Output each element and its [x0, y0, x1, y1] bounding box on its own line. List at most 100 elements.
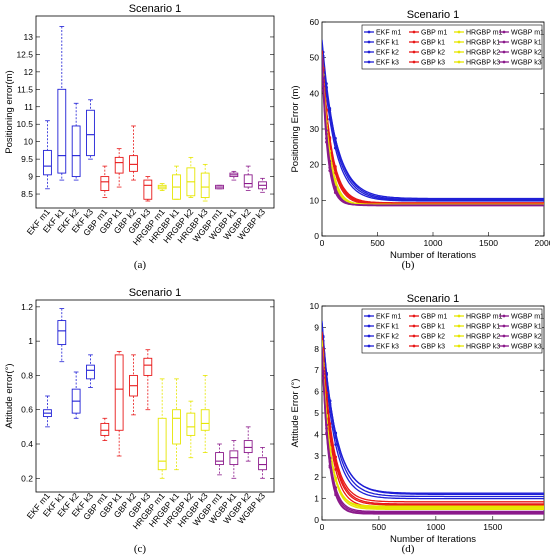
- y-tick-label: 11: [24, 102, 33, 112]
- series-gbp-k3-marker: [325, 394, 328, 398]
- iqr-box: [86, 109, 95, 157]
- y-tick-label: 13: [24, 32, 34, 42]
- x-tick-label: 0: [320, 522, 325, 532]
- x-tick-label: 500: [372, 522, 386, 532]
- series-ekf-k1-line: [322, 46, 544, 200]
- legend-entry: GBP k1: [421, 40, 445, 47]
- iqr-box: [129, 155, 138, 172]
- legend-entry: EKF k1: [376, 324, 399, 331]
- series-ekf-k2-marker: [333, 146, 337, 150]
- legend-entry: WGBP k2: [511, 334, 542, 341]
- y-tick-label: 1: [28, 336, 33, 346]
- legend-entry: WGBP k1: [511, 324, 542, 331]
- legend-entry: HRGBP k2: [466, 334, 500, 341]
- series-ekf-k3-marker: [333, 137, 337, 140]
- series-gbp-k3-line: [322, 50, 544, 205]
- box-ekf-k2: [71, 102, 81, 181]
- legend-entry: HRGBP k2: [466, 50, 500, 57]
- series-wgbp-k3-marker: [328, 169, 332, 173]
- series-ekf-k3-marker: [334, 431, 338, 435]
- legend-marker: [457, 50, 461, 54]
- y-axis-label: Positioning Error (m): [290, 85, 301, 172]
- legend-marker: [367, 40, 371, 44]
- legend-entry: GBP m1: [421, 30, 447, 37]
- legend-entry: HRGBP k1: [466, 324, 500, 331]
- series-gbp-k2-marker: [334, 468, 338, 471]
- legend-marker: [412, 30, 416, 34]
- x-tick-label: 1000: [424, 238, 443, 248]
- iqr-box: [243, 440, 253, 454]
- legend-entry: WGBP m1: [511, 30, 544, 37]
- series-gbp-m1-line: [322, 335, 544, 506]
- panel-d-attitude-convergence: 0 1 2 3 4 5 6 7 8 9 10 Scenario 1 Attitude Error (°)…: [290, 293, 545, 545]
- y-tick-label: 12.5: [16, 49, 33, 59]
- panel-a-positioning-boxplot: 8.5 9 9.5 10 10.5 11 11.5 12 12.5 13 Scenario 1 Pos…: [4, 3, 275, 247]
- series-ekf-m1-line: [322, 320, 544, 498]
- legend-box: [361, 24, 543, 70]
- iqr-box: [57, 88, 67, 174]
- y-tick-label: 10.5: [16, 119, 33, 129]
- box-hrgbp-k2: [186, 400, 196, 459]
- legend-marker: [412, 334, 416, 338]
- plot-area: [35, 299, 275, 493]
- legend-marker: [457, 60, 461, 64]
- y-tick-label: 4: [314, 429, 319, 439]
- legend-marker: [412, 60, 416, 64]
- box-ekf-m1: [43, 120, 52, 190]
- series-wgbp-m1-line: [322, 348, 544, 514]
- legend-marker: [502, 40, 506, 44]
- iqr-box: [71, 125, 81, 178]
- series-hrgbp-k2-marker: [333, 178, 337, 181]
- legend-marker: [367, 334, 371, 338]
- iqr-box: [43, 149, 52, 176]
- legend-entry: GBP k2: [421, 50, 445, 57]
- series-gbp-k3-marker: [334, 459, 338, 462]
- legend-entry: EKF m1: [376, 30, 401, 37]
- legend-box: [361, 308, 543, 354]
- legend-marker: [457, 344, 461, 348]
- panel-c-attitude-boxplot: 0.2 0.4 0.6 0.8 1 1.2 Scenario 1 Attitude error…: [4, 287, 275, 531]
- series-ekf-k2-line: [322, 329, 544, 500]
- chart-title: Scenario 1: [407, 293, 460, 305]
- box-wgbp-m1: [215, 443, 224, 476]
- y-tick-label: 10: [24, 137, 34, 147]
- series-ekf-k2-line: [322, 50, 544, 202]
- y-tick-label: 8.5: [21, 189, 33, 199]
- series-ekf-k3-marker: [328, 399, 332, 403]
- legend-entry: HRGBP k3: [466, 60, 500, 67]
- legend-marker: [412, 344, 416, 348]
- legend-marker: [367, 50, 371, 54]
- box-gbp-k3: [143, 176, 153, 202]
- legend-marker: [457, 30, 461, 34]
- iqr-box: [86, 364, 95, 380]
- box-wgbp-k2: [243, 426, 253, 462]
- y-tick-label: 60: [310, 17, 320, 27]
- legend-marker: [502, 334, 506, 338]
- y-tick-label: 10: [310, 195, 320, 205]
- iqr-box: [100, 422, 110, 436]
- x-tick-label: 0: [320, 238, 325, 248]
- legend: EKF m1 EKF k1 EKF k2 EKF k3 GBP m1 GBP k1 GBP …: [361, 308, 544, 354]
- series-wgbp-k3-marker: [328, 465, 332, 469]
- y-tick-label: 20: [310, 160, 320, 170]
- legend-entry: EKF m1: [376, 314, 401, 321]
- caption-c: (c): [134, 543, 147, 555]
- legend-marker: [367, 60, 371, 64]
- series-ekf-k2-marker: [334, 443, 338, 447]
- legend-entry: WGBP m1: [511, 314, 544, 321]
- box-gbp-k2: [129, 354, 138, 416]
- x-axis-label: Number of Iterations: [390, 250, 476, 261]
- series-wgbp-k3-marker: [322, 88, 325, 92]
- legend-marker: [412, 324, 416, 328]
- series-gbp-k1-line: [322, 54, 544, 204]
- box-hrgbp-m1: [157, 183, 167, 191]
- series-wgbp-k3-line: [322, 64, 544, 206]
- iqr-box: [200, 172, 210, 198]
- legend-marker: [457, 40, 461, 44]
- iqr-box: [100, 176, 110, 191]
- panel-b-positioning-convergence: 0 10 20 30 40 50 60 Scenario 1 Positioning Error…: [290, 9, 550, 261]
- y-tick-label: 0.4: [21, 439, 33, 449]
- iqr-box: [114, 156, 124, 174]
- plot-area: [35, 15, 275, 209]
